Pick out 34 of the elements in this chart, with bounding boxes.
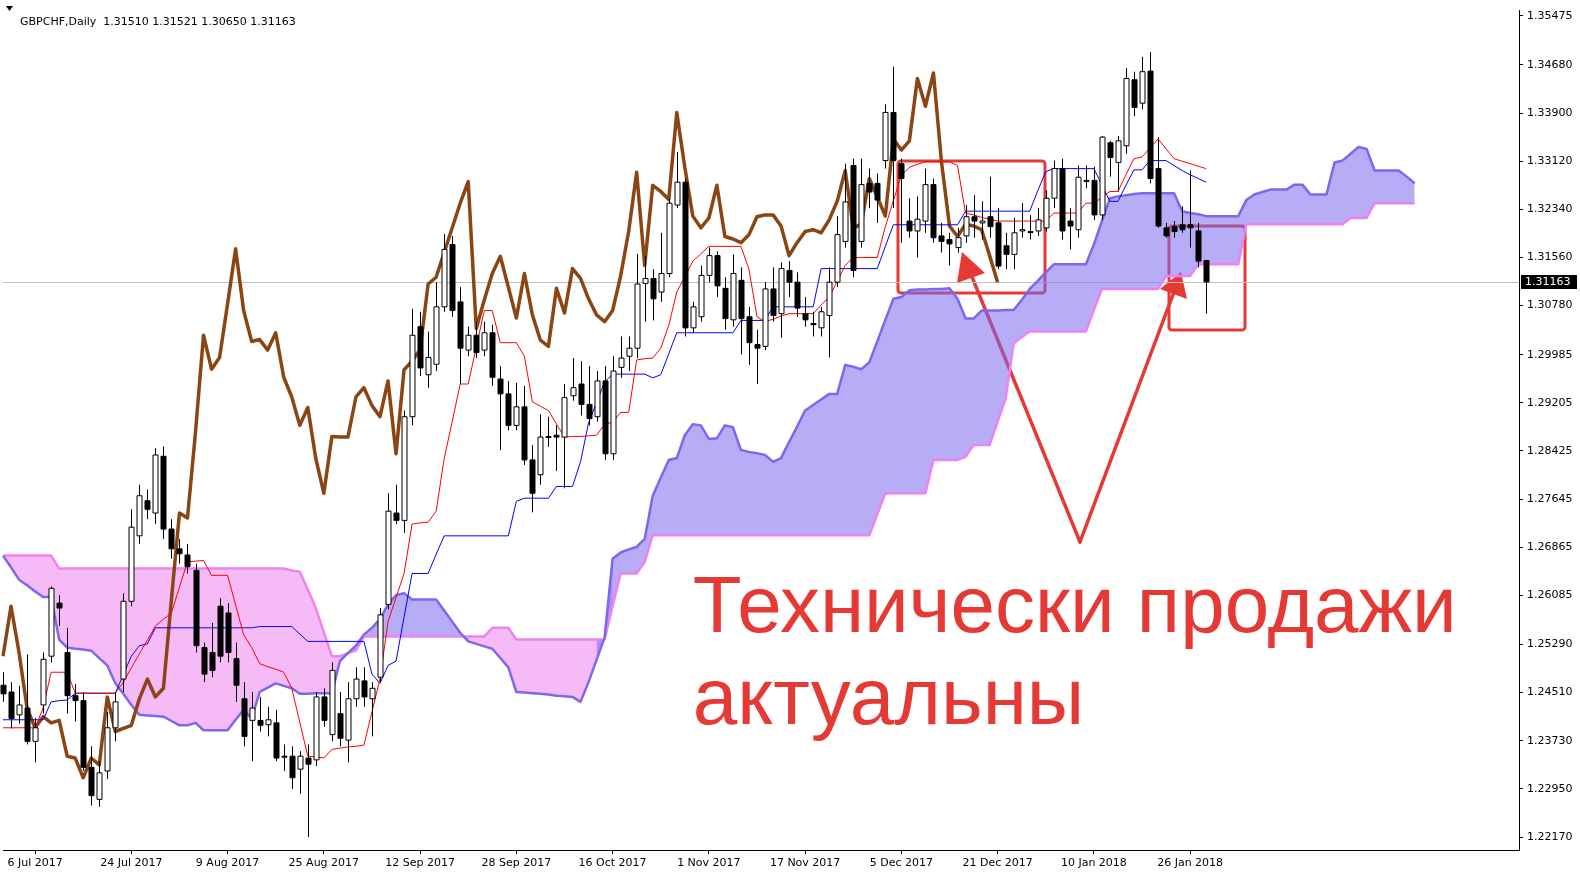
y-tick-label: 1.22950	[1527, 781, 1573, 795]
x-tick-label: 9 Aug 2017	[195, 856, 260, 870]
y-tick-label: 1.26865	[1527, 540, 1573, 554]
y-tick-label: 1.26085	[1527, 588, 1573, 602]
y-tick-label: 1.34680	[1527, 57, 1573, 71]
y-tick-label: 1.29205	[1527, 395, 1573, 409]
chart-title: GBPCHF,Daily 1.31510 1.31521 1.30650 1.31163	[20, 14, 296, 28]
x-tick-label: 26 Jan 2018	[1157, 856, 1224, 870]
y-tick-label: 1.28425	[1527, 443, 1573, 457]
y-tick-label: 1.23730	[1527, 733, 1573, 747]
ref-line-label: 1.31163	[1525, 274, 1571, 288]
y-tick-label: 1.35475	[1527, 8, 1573, 22]
y-tick-label: 1.33120	[1527, 154, 1573, 168]
y-tick-label: 1.22170	[1527, 829, 1573, 843]
x-tick-label: 10 Jan 2018	[1060, 856, 1127, 870]
y-tick-label: 1.32340	[1527, 202, 1573, 216]
y-tick-label: 1.29985	[1527, 347, 1573, 361]
y-tick-label: 1.33900	[1527, 105, 1573, 119]
x-tick-label: 25 Aug 2017	[288, 856, 360, 870]
x-tick-label: 12 Sep 2017	[385, 856, 455, 870]
x-tick-label: 1 Nov 2017	[677, 856, 741, 870]
x-tick-label: 5 Dec 2017	[869, 856, 934, 870]
x-tick-label: 16 Oct 2017	[578, 856, 647, 870]
y-tick-label: 1.24510	[1527, 685, 1573, 699]
x-tick-label: 21 Dec 2017	[962, 856, 1033, 870]
x-tick-label: 24 Jul 2017	[100, 856, 163, 870]
y-tick-label: 1.30780	[1527, 298, 1573, 312]
annotation: Технически продажи актуальны	[692, 560, 1457, 741]
y-tick-label: 1.27645	[1527, 491, 1573, 505]
y-tick-label: 1.25290	[1527, 637, 1573, 651]
x-tick-label: 6 Jul 2017	[7, 856, 63, 870]
x-tick-label: 17 Nov 2017	[769, 856, 841, 870]
x-tick-label: 28 Sep 2017	[481, 856, 552, 870]
y-tick-label: 1.31560	[1527, 250, 1573, 264]
